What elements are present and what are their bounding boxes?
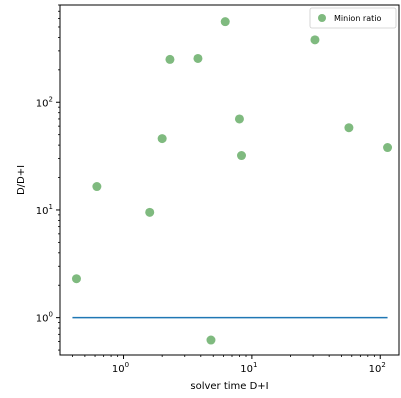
data-point	[206, 335, 216, 345]
data-point	[344, 123, 354, 133]
x-tick-label: 102	[369, 361, 386, 375]
data-point	[157, 134, 167, 144]
x-tick-label: 101	[240, 361, 257, 375]
legend-marker	[318, 14, 326, 22]
data-point	[193, 53, 203, 63]
series-layer	[71, 17, 393, 345]
axes-layer: 100 101 102 100 101 102	[36, 4, 400, 375]
data-point	[220, 17, 230, 27]
axes-frame	[59, 4, 400, 356]
x-tick-label: 100	[112, 361, 129, 375]
y-tick-label: 101	[36, 203, 53, 217]
data-point	[383, 143, 393, 153]
data-point	[234, 114, 244, 124]
data-point	[71, 274, 81, 284]
y-axis-label: D/D+I	[16, 165, 27, 195]
legend: Minion ratio	[309, 7, 397, 29]
data-point	[310, 35, 320, 45]
y-tick-label: 102	[36, 95, 53, 109]
data-point	[92, 182, 102, 192]
data-point	[165, 54, 175, 64]
y-tick-label: 100	[36, 311, 53, 325]
x-axis-label: solver time D+I	[190, 381, 268, 392]
data-point	[236, 151, 246, 161]
legend-box	[309, 7, 397, 29]
legend-label: Minion ratio	[334, 14, 381, 23]
data-point	[145, 207, 155, 217]
